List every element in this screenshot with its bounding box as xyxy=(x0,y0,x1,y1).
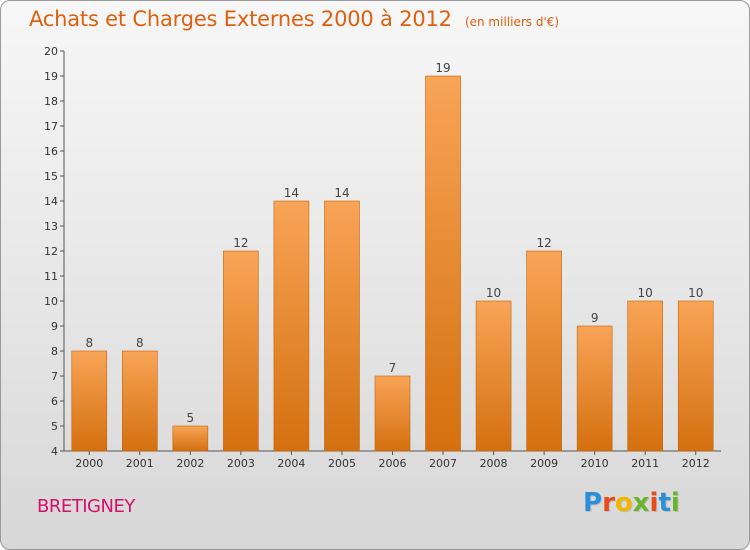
title-row: Achats et Charges Externes 2000 à 2012 (… xyxy=(29,7,559,31)
data-label: 5 xyxy=(187,411,195,425)
bar-2002 xyxy=(172,425,209,452)
y-tick-label: 12 xyxy=(44,245,58,258)
logo-letter: t xyxy=(658,488,671,518)
bar-2011 xyxy=(627,300,663,452)
x-tick-label: 2012 xyxy=(682,457,710,470)
logo-letter: o xyxy=(614,488,633,518)
y-tick-label: 11 xyxy=(44,270,58,283)
chart-title: Achats et Charges Externes 2000 à 2012 xyxy=(29,7,452,31)
x-tick-label: 2011 xyxy=(631,457,659,470)
data-label: 14 xyxy=(284,186,299,200)
bar-2001 xyxy=(122,350,158,452)
y-tick-label: 13 xyxy=(44,220,58,233)
data-label: 12 xyxy=(536,236,551,250)
x-tick-label: 2004 xyxy=(277,457,305,470)
data-label: 9 xyxy=(591,311,599,325)
y-tick-label: 8 xyxy=(51,345,58,358)
y-tick-label: 10 xyxy=(44,295,58,308)
bar-2012 xyxy=(677,300,714,452)
commune-name: BRETIGNEY xyxy=(37,496,135,517)
y-tick-label: 18 xyxy=(44,95,58,108)
x-tick-label: 2006 xyxy=(379,457,407,470)
data-label: 10 xyxy=(638,286,653,300)
y-tick-label: 4 xyxy=(51,445,58,458)
data-label: 10 xyxy=(486,286,501,300)
bar-2000 xyxy=(71,350,108,452)
data-label: 19 xyxy=(435,61,450,75)
bar-2006 xyxy=(374,375,411,452)
bar-2010 xyxy=(576,325,613,452)
bar-2005 xyxy=(324,200,360,452)
bar-2007 xyxy=(425,75,461,452)
y-tick-label: 20 xyxy=(44,45,58,58)
logo-letter: P xyxy=(583,488,603,518)
bar-2004 xyxy=(273,200,310,452)
logo-letter: r xyxy=(602,488,615,518)
y-tick-label: 17 xyxy=(44,120,58,133)
y-tick-label: 16 xyxy=(44,145,58,158)
y-tick-label: 6 xyxy=(51,395,58,408)
proxiti-logo: Proxiti xyxy=(583,488,680,518)
logo-letter: i xyxy=(670,488,680,518)
data-label: 8 xyxy=(85,336,93,350)
x-tick-label: 2003 xyxy=(227,457,255,470)
bar-2009 xyxy=(526,250,562,452)
logo-letter: i xyxy=(649,488,659,518)
data-label: 12 xyxy=(233,236,248,250)
x-tick-label: 2005 xyxy=(328,457,356,470)
data-label: 10 xyxy=(688,286,703,300)
y-tick-label: 14 xyxy=(44,195,58,208)
y-tick-label: 5 xyxy=(51,420,58,433)
data-label: 8 xyxy=(136,336,144,350)
x-tick-label: 2002 xyxy=(176,457,204,470)
x-tick-label: 2001 xyxy=(126,457,154,470)
bar-2008 xyxy=(475,300,512,452)
x-tick-label: 2008 xyxy=(480,457,508,470)
bar-2003 xyxy=(223,250,259,452)
chart-unit: (en milliers d'€) xyxy=(464,15,560,29)
x-tick-label: 2010 xyxy=(581,457,609,470)
y-tick-label: 15 xyxy=(44,170,58,183)
y-tick-label: 19 xyxy=(44,70,58,83)
logo-letter: x xyxy=(632,488,650,518)
x-tick-label: 2007 xyxy=(429,457,457,470)
data-label: 7 xyxy=(389,361,397,375)
y-tick-label: 9 xyxy=(51,320,58,333)
data-label: 14 xyxy=(334,186,349,200)
x-tick-label: 2000 xyxy=(75,457,103,470)
x-tick-label: 2009 xyxy=(530,457,558,470)
y-tick-label: 7 xyxy=(51,370,58,383)
